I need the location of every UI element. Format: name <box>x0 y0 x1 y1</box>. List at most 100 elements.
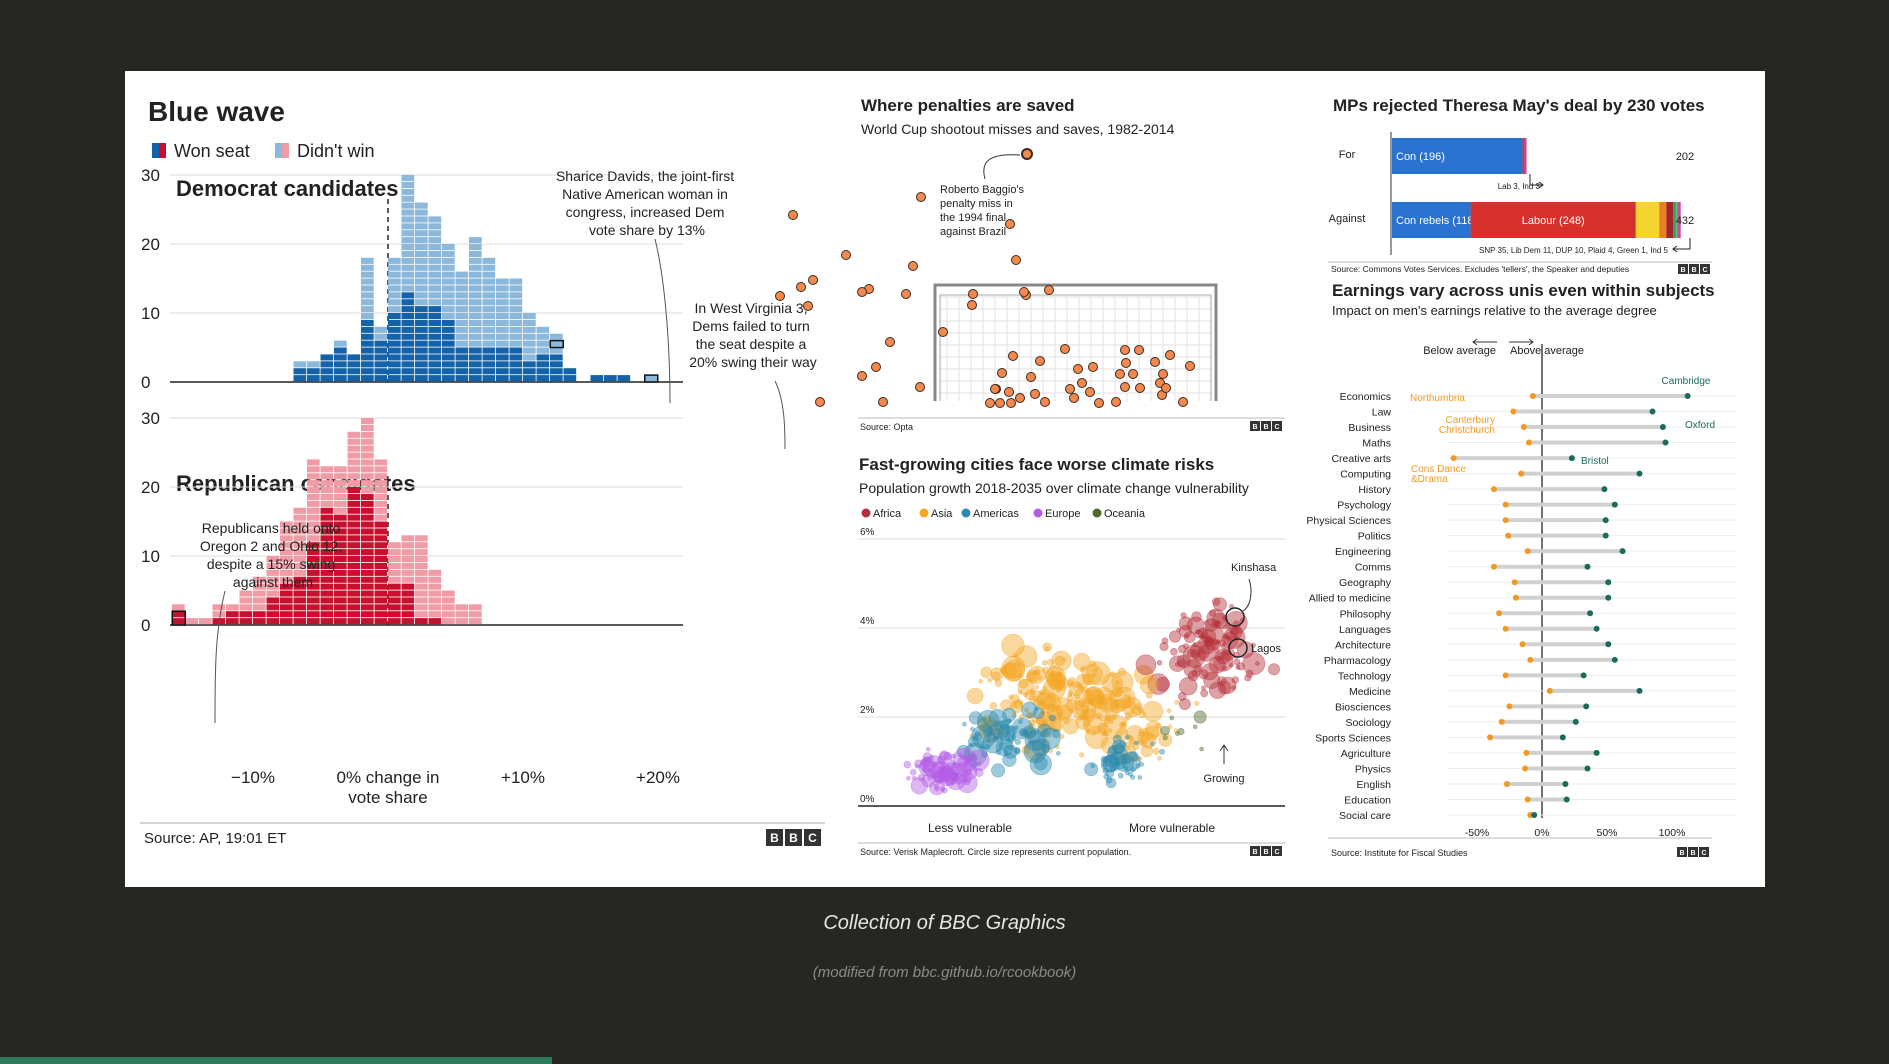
rep-bar-cell <box>334 528 347 535</box>
rep-bar-cell <box>293 583 307 590</box>
annotation-line: Sharice Davids, the joint-first <box>556 168 734 184</box>
dem-bar-cell <box>361 319 374 326</box>
city-dot <box>991 671 1001 681</box>
dem-bar-cell <box>496 361 509 368</box>
bbc-logo-block <box>1699 847 1709 857</box>
city-dot <box>1167 724 1173 730</box>
dem-bar-cell <box>455 319 469 326</box>
dem-bar-cell <box>482 299 496 306</box>
dem-bar-cell <box>415 354 428 361</box>
dem-bar-cell <box>455 313 469 320</box>
bbc-logo-letter: B <box>1680 267 1685 274</box>
city-dot <box>1125 734 1130 740</box>
earnings-high-dot <box>1659 424 1666 431</box>
city-dot <box>1244 674 1252 682</box>
rep-bar-cell <box>347 438 361 445</box>
rep-bar-cell <box>347 480 361 487</box>
rep-bar-cell <box>401 542 415 549</box>
penalty-dot <box>901 289 911 299</box>
city-dot <box>1055 751 1061 756</box>
mps-segment-lib <box>1659 202 1667 238</box>
penalty-dot <box>1115 369 1125 379</box>
dem-bar-cell <box>469 375 482 382</box>
city-dot <box>992 736 999 742</box>
goal-inner-frame <box>939 294 1212 401</box>
graphics-panel: Blue wave Won seat Didn't win Democrat c… <box>125 71 1765 887</box>
rep-bar-cell <box>239 597 253 604</box>
bbc-logo-letter: C <box>1274 849 1279 856</box>
rep-bar-cell <box>374 576 388 583</box>
dem-bar-cell <box>347 368 361 375</box>
earnings-low-dot <box>1502 625 1509 632</box>
earnings-subject-label: Maths <box>1362 438 1391 450</box>
mps-title: MPs rejected Theresa May's deal by 230 v… <box>1333 96 1705 115</box>
city-dot <box>1051 697 1074 720</box>
city-dot <box>941 766 946 771</box>
city-dot <box>1161 637 1169 645</box>
rep-bar-cell <box>374 618 388 625</box>
dem-bar-cell <box>442 292 455 299</box>
dem-bar-cell <box>442 375 455 382</box>
rep-bar-cell <box>401 583 415 590</box>
dem-bar-cell <box>496 333 509 340</box>
dem-bar-cell <box>509 354 523 361</box>
dem-bar-cell <box>482 264 496 271</box>
dem-bar-cell <box>469 340 482 347</box>
dem-bar-cell <box>455 299 469 306</box>
city-dot <box>1110 699 1121 709</box>
dem-bar-cell <box>469 361 482 368</box>
city-dot <box>1090 707 1096 713</box>
rep-bar-cell <box>455 604 469 611</box>
mps-segment-label: Con rebels (118) <box>1396 215 1477 227</box>
rep-bar-cell <box>320 528 334 535</box>
bbc-logo: B B C <box>1250 421 1282 431</box>
rep-bar-cell <box>334 487 347 494</box>
earnings-high-dot <box>1602 517 1609 524</box>
mps-for-note: Lab 3, Ind 3 <box>1498 182 1541 191</box>
cities-y-tick: 6% <box>860 527 875 538</box>
city-dot <box>1001 633 1025 658</box>
blue-wave-source: Source: AP, 19:01 ET <box>144 830 286 847</box>
rep-bar-cell <box>347 611 361 618</box>
city-dot <box>1255 661 1260 666</box>
rep-bar-cell <box>374 500 388 507</box>
rep-bar-cell <box>388 597 401 604</box>
penalty-dot <box>1035 356 1045 366</box>
rep-bar-cell <box>374 521 388 528</box>
rep-bar-cell <box>307 562 320 569</box>
rep-bar-cell <box>280 618 293 625</box>
city-dot <box>1137 775 1143 780</box>
dem-bar-cell <box>401 202 415 209</box>
penalties-chart: Where penalties are saved World Cup shoo… <box>775 96 1285 432</box>
rep-bar-cell <box>320 618 334 625</box>
city-dot <box>1029 740 1035 746</box>
penalty-dot <box>916 192 926 202</box>
city-dot <box>1205 635 1212 642</box>
rep-bar-cell <box>374 542 388 549</box>
dem-bar-cell <box>482 361 496 368</box>
dem-bar-cell <box>469 278 482 285</box>
rep-bar-cell <box>266 611 280 618</box>
earnings-high-dot <box>1587 610 1594 617</box>
city-dot <box>1202 623 1224 646</box>
rep-bar-cell <box>293 597 307 604</box>
kinshasa-label: Kinshasa <box>1231 562 1277 574</box>
rep-bar-cell <box>280 542 293 549</box>
earnings-subject-label: Languages <box>1339 624 1391 636</box>
rep-bar-cell <box>361 569 374 576</box>
city-dot <box>932 761 939 767</box>
city-dot <box>927 767 934 774</box>
rep-bar-cell <box>388 556 401 563</box>
earnings-high-dot <box>1611 501 1618 508</box>
rep-bar-cell <box>374 590 388 597</box>
annotation-line: the seat despite a <box>696 336 807 352</box>
mps-segment-ind <box>1524 138 1527 174</box>
bbc-logo-block <box>1261 846 1271 856</box>
rep-bar-cell <box>280 549 293 556</box>
annotation-line: Dems failed to turn <box>692 318 810 334</box>
rep-bar-cell <box>293 507 307 514</box>
penalty-dot <box>938 327 948 337</box>
rep-bar-cell <box>374 611 388 618</box>
bw-y-tick: 20 <box>141 235 160 254</box>
bbc-logo-letter: B <box>770 831 779 845</box>
